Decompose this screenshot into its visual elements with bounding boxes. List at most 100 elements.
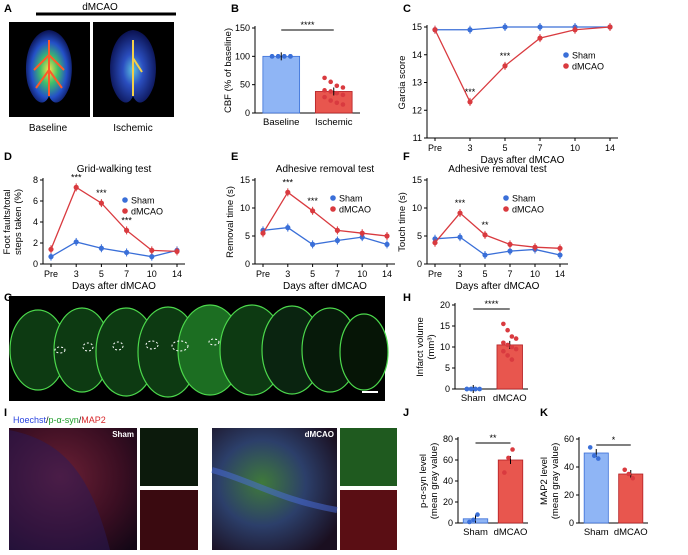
panel-label-h: H <box>403 292 411 304</box>
data-point-dmcao <box>174 248 180 254</box>
data-point <box>501 321 506 327</box>
data-point <box>275 54 281 59</box>
y-tick-label: 100 <box>235 51 250 61</box>
x-tick-label: Pre <box>44 269 58 279</box>
x-tick-label: Pre <box>428 143 442 153</box>
data-point-dmcao <box>467 99 473 105</box>
data-point <box>513 336 519 341</box>
x-tick-label: 14 <box>555 269 565 279</box>
x-tick-label: 10 <box>357 269 367 279</box>
x-tick-label: 7 <box>537 143 542 153</box>
data-point-sham <box>124 249 130 256</box>
data-point-sham <box>98 245 104 251</box>
data-point-sham <box>48 254 54 260</box>
y-axis-label: (mean gray value) <box>550 443 561 520</box>
y-tick-label: 12 <box>412 105 422 115</box>
data-point <box>269 54 275 59</box>
legend-label-sham: Sham <box>131 196 155 206</box>
significance-label: *** <box>465 87 476 97</box>
y-tick-label: 5 <box>445 363 450 373</box>
data-point <box>622 467 628 473</box>
x-tick-label: Baseline <box>263 117 299 128</box>
y-tick-label: 0 <box>33 259 38 269</box>
panel-label-b: B <box>231 3 239 15</box>
legend-marker-sham <box>330 195 336 201</box>
data-point <box>509 357 515 362</box>
x-tick-label: 7 <box>335 269 340 279</box>
y-axis-label: (mm³) <box>426 334 437 359</box>
significance-label: *** <box>96 188 107 198</box>
chart-title: Adhesive removal test <box>276 164 375 175</box>
significance-label: *** <box>283 177 294 187</box>
data-point <box>334 100 340 106</box>
y-axis-label: Touch time (s) <box>397 192 408 252</box>
panel-label-j: J <box>403 407 409 419</box>
data-point-dmcao <box>359 230 365 236</box>
data-point <box>505 327 510 333</box>
bar-dmcao <box>618 473 644 524</box>
y-tick-label: 10 <box>412 203 422 213</box>
data-point <box>505 353 510 358</box>
data-point <box>467 519 472 525</box>
x-tick-label: Sham <box>584 527 609 538</box>
data-point-sham <box>537 24 543 30</box>
baseline-caption: Baseline <box>29 123 68 134</box>
panel-g: G <box>4 292 389 401</box>
data-point-dmcao <box>98 200 104 206</box>
x-tick-label: 10 <box>570 143 580 153</box>
data-point-dmcao <box>432 27 438 33</box>
panel-label-c: C <box>403 3 411 15</box>
data-point <box>513 346 519 352</box>
bar-dmcao <box>496 344 523 390</box>
x-tick-label: Ischemic <box>315 117 353 128</box>
data-point <box>477 386 482 392</box>
x-tick-label: 5 <box>310 269 315 279</box>
data-point-dmcao <box>432 240 438 246</box>
data-point <box>626 471 632 477</box>
y-tick-label: 4 <box>33 217 38 227</box>
panel-label-k: K <box>540 407 548 419</box>
y-axis-label: CBF (% of baseline) <box>223 28 234 113</box>
data-point <box>464 386 470 392</box>
chart-e: 0 5 10 15 Removal time (s) Pre 3 5 7 10 14 Days aft… <box>225 164 395 292</box>
data-point-sham <box>482 252 488 258</box>
x-tick-label: 5 <box>482 269 487 279</box>
x-axis-label: Days after dMCAO <box>72 281 156 292</box>
data-point-dmcao <box>482 232 488 238</box>
x-tick-label: 3 <box>74 269 79 279</box>
x-tick-label: Pre <box>256 269 270 279</box>
dmcao-hoechst-band <box>211 467 338 513</box>
significance-label: *** <box>307 196 318 206</box>
x-tick-label: 14 <box>605 143 615 153</box>
y-tick-label: 0 <box>245 259 250 269</box>
data-point-sham <box>502 24 508 30</box>
data-point <box>473 386 478 392</box>
data-point-sham <box>310 241 316 247</box>
x-tick-label: 3 <box>285 269 290 279</box>
series-line-dmcao <box>434 212 561 249</box>
series-line-sham <box>50 241 178 258</box>
data-point-sham <box>73 239 79 245</box>
legend-label-sham: Sham <box>572 51 596 61</box>
significance-label: **** <box>300 20 315 30</box>
data-point <box>510 447 515 452</box>
y-tick-label: 10 <box>240 203 250 213</box>
y-tick-label: 11 <box>413 133 422 143</box>
legend-marker-dmcao <box>330 206 336 212</box>
x-tick-label: 5 <box>502 143 507 153</box>
data-point <box>509 344 515 350</box>
y-axis-label: Garcia score <box>397 56 408 110</box>
series-line-sham <box>435 26 610 31</box>
legend-label-dmcao: dMCAO <box>131 207 163 217</box>
chart-k: 0 20 40 60 MAP2 level (mean gray value) Sham dM… <box>539 434 648 538</box>
data-point <box>288 54 293 59</box>
dmcao-tag: dMCAO <box>305 430 334 439</box>
sham-hoechst-region <box>9 430 110 550</box>
chart-d: 0 2 4 6 8 Foot faults/total steps taken (%) Pre… <box>2 164 185 292</box>
bar-sham <box>583 452 609 524</box>
x-tick-label: 3 <box>457 269 462 279</box>
chart-f: 0 5 10 15 Touch time (s) Pre 3 5 7 10 14 Days after… <box>397 164 568 292</box>
legend-label-dmcao: dMCAO <box>339 205 371 215</box>
x-tick-label: 14 <box>382 269 392 279</box>
